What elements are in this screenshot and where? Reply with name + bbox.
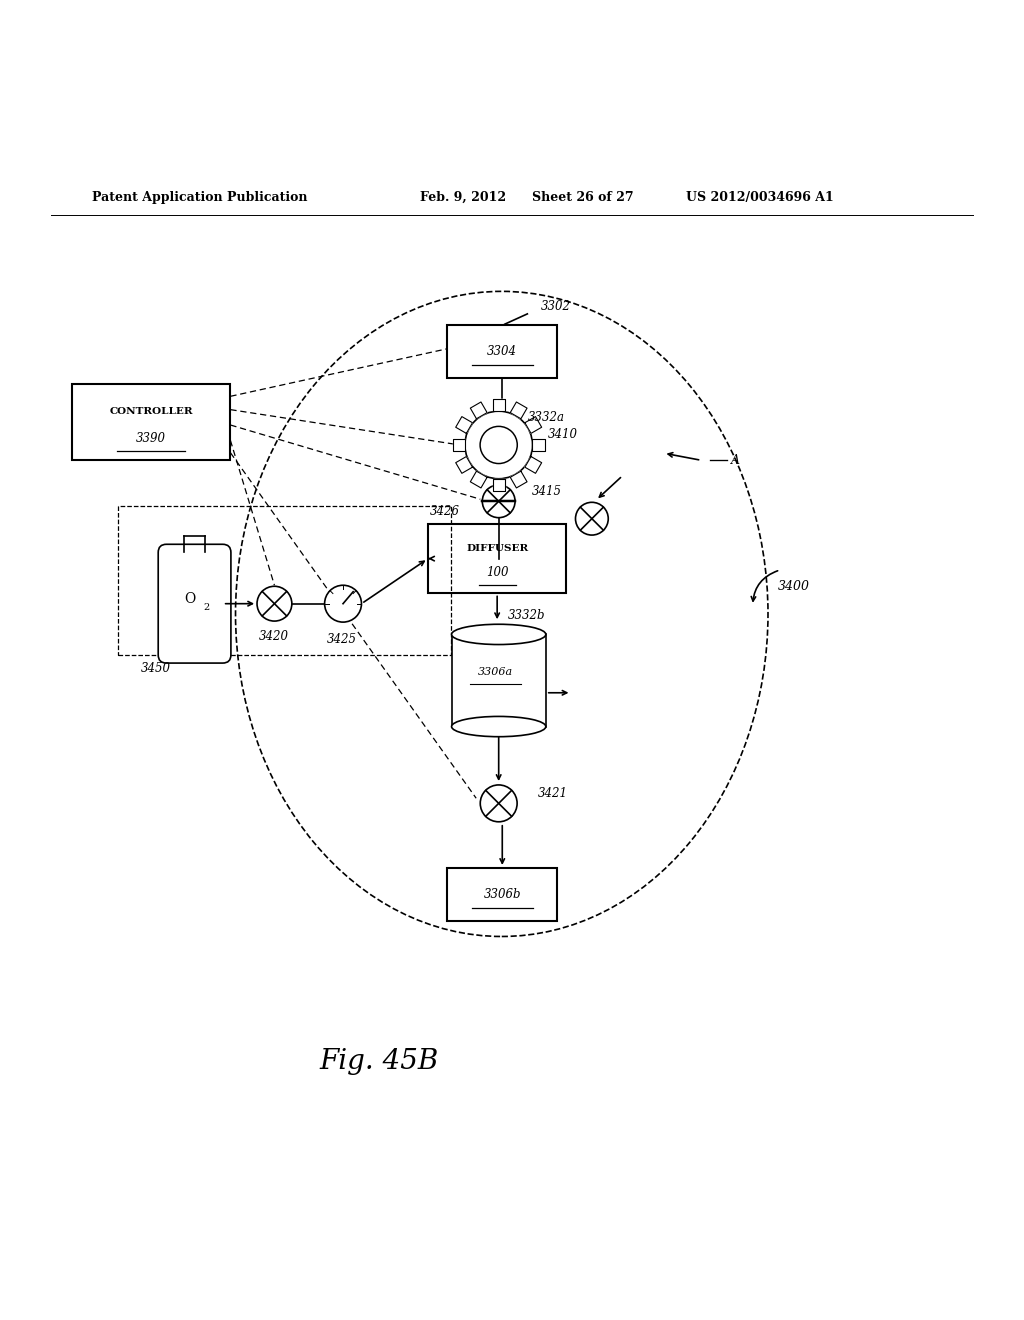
Bar — [428, 524, 566, 594]
Text: DIFFUSER: DIFFUSER — [466, 544, 528, 553]
Bar — [447, 325, 557, 379]
Text: CONTROLLER: CONTROLLER — [110, 408, 193, 416]
Text: 3420: 3420 — [258, 630, 289, 643]
Polygon shape — [510, 471, 527, 488]
Polygon shape — [532, 438, 545, 451]
Bar — [447, 867, 557, 921]
Polygon shape — [510, 403, 527, 418]
Text: 3332a: 3332a — [528, 411, 565, 424]
Text: 3426: 3426 — [430, 506, 460, 517]
Circle shape — [575, 503, 608, 535]
Polygon shape — [470, 471, 487, 488]
Text: 3425: 3425 — [327, 634, 357, 645]
Circle shape — [482, 484, 515, 517]
Text: O: O — [184, 591, 195, 606]
Ellipse shape — [452, 717, 546, 737]
Text: 2: 2 — [204, 603, 210, 612]
Text: 3400: 3400 — [777, 579, 810, 593]
Circle shape — [465, 411, 532, 479]
Text: 3304: 3304 — [487, 346, 517, 358]
Polygon shape — [456, 417, 472, 433]
Polygon shape — [470, 403, 487, 418]
Text: US 2012/0034696 A1: US 2012/0034696 A1 — [686, 190, 834, 203]
Circle shape — [480, 785, 517, 822]
Text: 3306b: 3306b — [483, 888, 521, 902]
Text: Feb. 9, 2012: Feb. 9, 2012 — [420, 190, 506, 203]
Text: 3421: 3421 — [538, 787, 567, 800]
Text: 3390: 3390 — [136, 433, 166, 445]
Polygon shape — [525, 417, 542, 433]
Text: 3450: 3450 — [140, 661, 171, 675]
Polygon shape — [453, 438, 465, 451]
Circle shape — [325, 585, 361, 622]
Bar — [452, 635, 546, 726]
Text: Patent Application Publication: Patent Application Publication — [92, 190, 307, 203]
Text: 100: 100 — [486, 566, 508, 579]
Text: Fig. 45B: Fig. 45B — [319, 1048, 438, 1074]
Text: 3306a: 3306a — [478, 668, 513, 677]
Polygon shape — [456, 457, 472, 474]
Ellipse shape — [452, 624, 546, 644]
Circle shape — [257, 586, 292, 622]
FancyBboxPatch shape — [158, 544, 231, 663]
Text: 3415: 3415 — [531, 484, 561, 498]
Text: Sheet 26 of 27: Sheet 26 of 27 — [532, 190, 634, 203]
Bar — [72, 384, 230, 461]
Polygon shape — [493, 479, 505, 491]
Text: 3302: 3302 — [541, 300, 571, 313]
Bar — [118, 507, 451, 655]
Text: 3410: 3410 — [548, 428, 578, 441]
Polygon shape — [525, 457, 542, 474]
Text: A: A — [731, 454, 740, 467]
Polygon shape — [493, 399, 505, 411]
Text: 3332b: 3332b — [508, 610, 545, 623]
